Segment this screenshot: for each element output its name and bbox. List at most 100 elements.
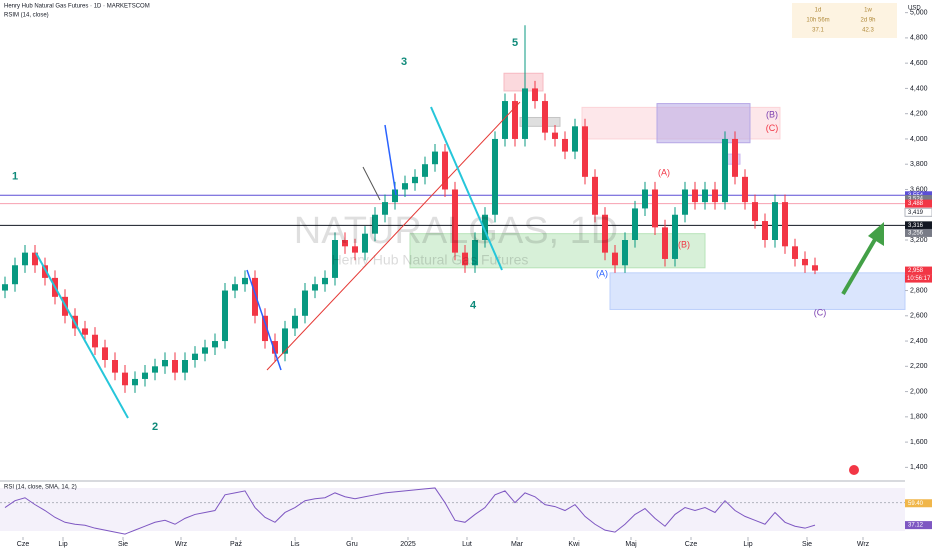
rsi-tag bbox=[905, 499, 932, 508]
y-tick-label: 1,800 bbox=[910, 414, 928, 421]
price-tag bbox=[905, 195, 932, 204]
candle-body bbox=[582, 126, 588, 177]
candle-body bbox=[122, 372, 128, 386]
trend-line bbox=[384, 124, 397, 196]
candle-body bbox=[142, 372, 148, 379]
x-tick-label: Mar bbox=[511, 541, 524, 548]
candle-body bbox=[422, 164, 428, 177]
timer-text: 10h 56m bbox=[806, 18, 829, 24]
price-tag bbox=[905, 228, 932, 237]
candle-body bbox=[332, 240, 338, 278]
timer-text: 1w bbox=[864, 8, 872, 14]
countdown: 10:56:17 bbox=[907, 276, 931, 282]
watermark-sub: Henry Hub Natural Gas Futures bbox=[332, 252, 529, 268]
candle-body bbox=[132, 378, 138, 386]
candle-body bbox=[372, 214, 378, 234]
rsi-tag-label: 37.12 bbox=[908, 523, 924, 529]
price-tag-label: 3,419 bbox=[908, 210, 924, 216]
y-tick-label: 3,800 bbox=[910, 161, 928, 168]
x-tick-label: Wrz bbox=[175, 541, 188, 548]
x-tick-label: 2025 bbox=[400, 541, 416, 548]
candle-body bbox=[262, 315, 268, 342]
indicator-label: RSIM (14, close) bbox=[4, 13, 49, 19]
trend-line bbox=[246, 269, 282, 371]
zone bbox=[503, 72, 544, 92]
y-tick-label: 1,400 bbox=[910, 464, 928, 471]
x-tick-label: Lis bbox=[291, 541, 300, 548]
price-tag bbox=[904, 207, 932, 217]
y-tick-label: 4,400 bbox=[910, 85, 928, 92]
price-tag bbox=[905, 266, 932, 275]
arrow-head bbox=[868, 222, 884, 246]
currency: USD bbox=[908, 6, 921, 12]
price-tag bbox=[905, 221, 932, 230]
candle-body bbox=[102, 347, 108, 360]
wave-label: 4 bbox=[470, 300, 477, 312]
trend-line bbox=[266, 101, 521, 371]
y-tick-label: 2,400 bbox=[910, 338, 928, 345]
candle-body bbox=[92, 334, 98, 348]
candle-body bbox=[482, 214, 488, 240]
candle-body bbox=[672, 214, 678, 259]
chart-title: Henry Hub Natural Gas Futures · 1D · MAR… bbox=[4, 4, 150, 10]
candle-body bbox=[442, 151, 448, 190]
rsi-line bbox=[4, 487, 816, 535]
y-tick-label: 4,200 bbox=[910, 111, 928, 118]
candle-body bbox=[112, 360, 118, 373]
price-tag-label: 3,488 bbox=[908, 201, 924, 207]
rsi-band bbox=[0, 488, 905, 531]
x-tick-label: Maj bbox=[625, 541, 637, 548]
y-tick-label: 2,800 bbox=[910, 287, 928, 294]
y-tick-label: 3,200 bbox=[910, 237, 928, 244]
wave-label: 5 bbox=[512, 37, 518, 49]
candle-body bbox=[532, 88, 538, 102]
candle-body bbox=[392, 189, 398, 203]
wave-label: 3 bbox=[401, 56, 407, 68]
watermark: NATURALGAS, 1D bbox=[294, 210, 618, 252]
wave-label: 1 bbox=[12, 171, 18, 183]
candle-body bbox=[762, 221, 768, 240]
price-tag-label: 2,958 bbox=[908, 268, 924, 274]
candle-body bbox=[352, 246, 358, 253]
x-tick-label: Gru bbox=[346, 541, 358, 548]
countdown-tag bbox=[905, 274, 932, 283]
candle-body bbox=[312, 284, 318, 291]
candle-body bbox=[462, 252, 468, 266]
y-tick-label: 4,600 bbox=[910, 60, 928, 67]
candle-body bbox=[512, 101, 518, 139]
candle-body bbox=[642, 189, 648, 209]
wave-label: 2 bbox=[152, 421, 158, 433]
candle-body bbox=[182, 360, 188, 373]
x-tick-label: Sie bbox=[118, 541, 128, 548]
candle-body bbox=[682, 189, 688, 215]
zone bbox=[519, 116, 561, 127]
candle-body bbox=[222, 290, 228, 342]
timer-text: 37.1 bbox=[812, 28, 824, 34]
candle-body bbox=[432, 151, 438, 165]
candle-body bbox=[722, 138, 728, 203]
x-tick-label: Lut bbox=[462, 541, 472, 548]
candle-body bbox=[652, 189, 658, 228]
candle-body bbox=[662, 227, 668, 259]
drawings bbox=[35, 101, 884, 419]
candle-body bbox=[42, 265, 48, 278]
zone bbox=[609, 272, 906, 310]
wave-label: (C) bbox=[814, 308, 827, 318]
candle-body bbox=[632, 208, 638, 240]
flag-icon bbox=[849, 465, 859, 475]
candle-body bbox=[812, 265, 818, 271]
x-tick-label: Sie bbox=[802, 541, 812, 548]
timer-text: 2d 9h bbox=[860, 18, 875, 24]
y-tick-label: 2,200 bbox=[910, 363, 928, 370]
candle-body bbox=[732, 138, 738, 177]
candle-body bbox=[452, 189, 458, 253]
price-tag bbox=[905, 199, 932, 208]
wave-label: (A) bbox=[658, 167, 670, 177]
candle-body bbox=[502, 101, 508, 139]
price-tag-label: 3,316 bbox=[908, 223, 924, 229]
candle-body bbox=[702, 189, 708, 203]
y-tick-label: 3,600 bbox=[910, 186, 928, 193]
candle-body bbox=[12, 265, 18, 285]
candle-body bbox=[32, 252, 38, 266]
